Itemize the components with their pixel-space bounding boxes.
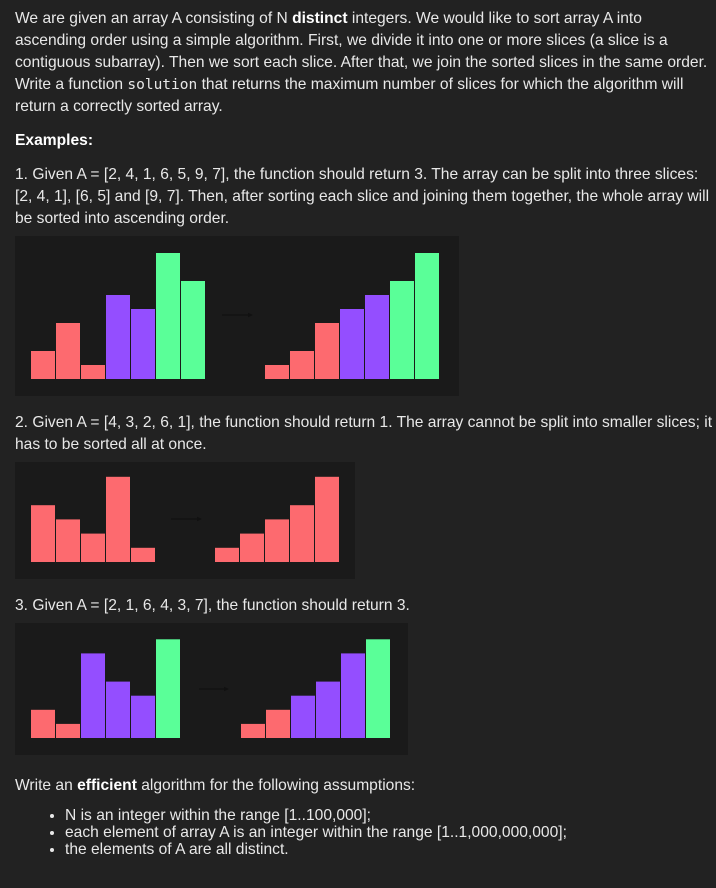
bar-before-1	[56, 723, 80, 738]
bar-before-2	[81, 653, 105, 738]
bar-before-2	[81, 365, 105, 379]
arrow-icon	[171, 516, 202, 522]
example-2-text: 2. Given A = [4, 3, 2, 6, 1], the functi…	[15, 414, 713, 453]
bar-before-3	[106, 476, 130, 562]
example-3-figure	[15, 623, 408, 755]
bar-after-2	[265, 519, 289, 562]
examples-heading: Examples:	[15, 132, 94, 149]
function-name-code: solution	[127, 77, 198, 93]
bar-after-0	[215, 547, 239, 562]
bar-after-0	[241, 723, 265, 738]
bar-after-2	[291, 695, 315, 738]
efficient-emphasis: efficient	[77, 777, 137, 794]
example-2-chart	[31, 476, 339, 562]
bar-after-1	[266, 709, 290, 738]
assumptions-list: N is an integer within the range [1..100…	[15, 807, 715, 858]
bar-before-2	[81, 533, 105, 562]
assumption-item: each element of array A is an integer wi…	[65, 824, 715, 841]
bar-before-0	[31, 505, 55, 562]
bar-after-3	[290, 505, 314, 562]
bar-before-4	[131, 695, 155, 738]
bar-after-1	[240, 533, 264, 562]
example-2-figure	[15, 462, 355, 579]
bars-before	[31, 476, 155, 562]
assumptions-intro: Write an efficient algorithm for the fol…	[15, 777, 416, 794]
arrow-icon	[199, 686, 229, 692]
bar-before-5	[156, 639, 180, 738]
bar-after-4	[365, 295, 389, 379]
bar-after-3	[340, 309, 364, 379]
example-3-chart	[31, 639, 390, 738]
bar-after-4	[315, 476, 339, 562]
bars-after	[241, 639, 390, 738]
bar-after-1	[290, 351, 314, 379]
bars-after	[215, 476, 339, 562]
bar-before-3	[106, 295, 130, 379]
bar-after-5	[390, 281, 414, 379]
example-3-text: 3. Given A = [2, 1, 6, 4, 3, 7], the fun…	[15, 597, 410, 614]
bar-before-4	[131, 547, 155, 562]
problem-statement: We are given an array A consisting of N …	[15, 8, 715, 858]
assumption-item: the elements of A are all distinct.	[65, 841, 715, 858]
bar-before-3	[106, 681, 130, 738]
arrow-icon	[222, 312, 253, 318]
bar-before-6	[181, 281, 205, 379]
bars-before	[31, 639, 180, 738]
bar-before-0	[31, 709, 55, 738]
bar-before-0	[31, 351, 55, 379]
bar-after-5	[366, 639, 390, 738]
bars-before	[31, 253, 205, 379]
bars-after	[265, 253, 439, 379]
distinct-emphasis: distinct	[292, 10, 348, 27]
bar-after-2	[315, 323, 339, 379]
bar-before-5	[156, 253, 180, 379]
bar-before-1	[56, 519, 80, 562]
example-1-figure	[15, 236, 459, 396]
example-1-text: 1. Given A = [2, 4, 1, 6, 5, 9, 7], the …	[15, 166, 710, 227]
bar-after-4	[341, 653, 365, 738]
bar-after-6	[415, 253, 439, 379]
assumption-item: N is an integer within the range [1..100…	[65, 807, 715, 824]
bar-before-1	[56, 323, 80, 379]
example-1-chart	[31, 253, 439, 379]
intro-paragraph: We are given an array A consisting of N …	[15, 10, 708, 115]
bar-after-0	[265, 365, 289, 379]
bar-after-3	[316, 681, 340, 738]
bar-before-4	[131, 309, 155, 379]
